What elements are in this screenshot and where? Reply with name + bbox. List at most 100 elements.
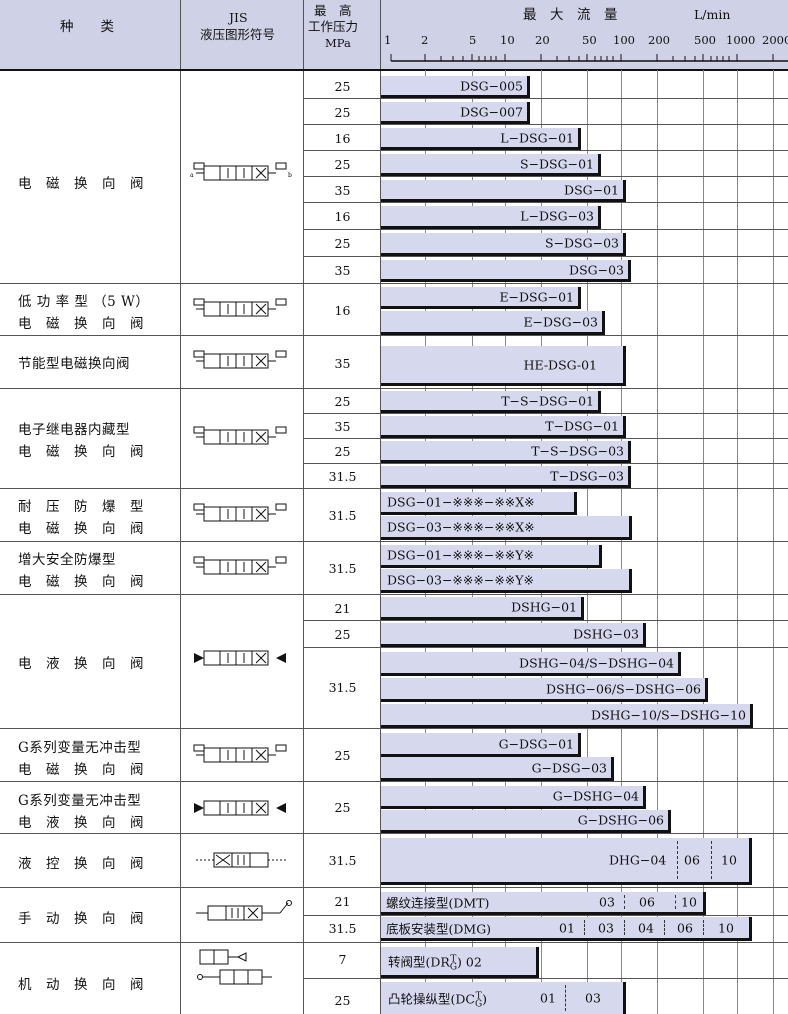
group-divider <box>0 283 788 284</box>
category-g-solenoid-2: 电 磁 换 向 阀 <box>18 762 144 778</box>
grid-line <box>472 70 473 1014</box>
grid-line <box>621 70 622 1014</box>
pressure-value: 16 <box>334 209 351 224</box>
valve-symbol-icon <box>193 556 287 575</box>
segment-divider <box>664 920 665 935</box>
flow-bar-label: E−DSG−03 <box>523 314 598 329</box>
tick-label: 100 <box>613 33 635 47</box>
flow-bar: DHG−04 06 10 <box>381 838 752 885</box>
header-max: 最 高 <box>314 3 352 18</box>
pressure-value: 35 <box>334 263 351 278</box>
manual-valve-symbol-icon <box>196 900 292 921</box>
flow-bar: L−DSG−03 <box>381 206 601 229</box>
row-divider <box>303 98 788 99</box>
group-divider <box>0 335 788 336</box>
flow-bar-label: DSG−03−※※※−※※Y※ <box>387 572 534 587</box>
segment-divider <box>624 895 625 909</box>
category-energy-saving: 节能型电磁换向阀 <box>18 356 130 372</box>
flow-bar: DSHG−01 <box>381 597 584 620</box>
segment-divider <box>584 920 585 935</box>
flow-bar-label: G−DSG−01 <box>498 736 574 751</box>
flow-bar-label: 底板安装型(DMG) <box>386 921 492 936</box>
tick-label: 20 <box>535 33 550 47</box>
flow-bar: DSG−03 <box>381 260 631 282</box>
pressure-value: 21 <box>334 601 351 616</box>
group-divider <box>0 887 788 888</box>
flow-bar: HE-DSG-01 <box>381 346 626 386</box>
row-divider <box>303 915 788 916</box>
flow-bar-label: S−DSG−01 <box>520 156 594 171</box>
tick-label: 10 <box>500 33 515 47</box>
flow-bar-segment: 10 <box>718 920 734 935</box>
row-divider <box>303 463 788 464</box>
flow-bar-label: DSG−03 <box>569 262 624 277</box>
hydraulic-pilot-symbol-icon <box>196 852 286 868</box>
flow-bar: G−DSG−03 <box>381 757 614 781</box>
pressure-value: 25 <box>334 993 351 1008</box>
row-divider <box>303 647 788 648</box>
flow-bar: G−DSG−01 <box>381 733 581 757</box>
flow-bar: E−DSG−03 <box>381 311 605 335</box>
flow-bar: DSG−01 <box>381 180 626 202</box>
flow-bar-label: DSHG−03 <box>573 626 639 641</box>
valve-symbol-icon <box>193 298 287 317</box>
flow-bar-segment: 06 <box>684 852 700 868</box>
category-safety-1: 增大安全防爆型 <box>18 552 116 568</box>
pressure-value: 25 <box>334 394 351 409</box>
pressure-value: 25 <box>334 79 351 94</box>
flow-bar-label: DSHG−04/S−DSHG−04 <box>519 655 674 670</box>
svg-text:a: a <box>190 172 194 179</box>
flow-bar-label: DSHG−06/S−DSHG−06 <box>546 681 701 696</box>
row-divider <box>303 256 788 257</box>
row-divider <box>303 620 788 621</box>
grid-line <box>505 70 506 1014</box>
flow-bar: 转阀型(DR T G) 02 <box>381 947 539 978</box>
header-unit: L/min <box>694 7 731 22</box>
flow-bar-label: DSG−03−※※※−※※X※ <box>387 519 535 534</box>
flow-bar-label: S−DSG−03 <box>545 235 619 251</box>
flow-bar-segment: 03 <box>598 920 614 935</box>
row-divider <box>303 438 788 439</box>
valve-symbol-icon <box>193 350 287 369</box>
pressure-value: 35 <box>334 356 351 371</box>
cam-valve-symbol-icon <box>197 949 272 985</box>
group-divider <box>0 488 788 489</box>
group-divider <box>0 594 788 595</box>
flow-bar-label: DSHG−01 <box>511 599 577 615</box>
flow-bar-label: DSG−007 <box>460 104 523 119</box>
valve-symbol-icon <box>193 744 287 763</box>
flow-bar: E−DSG−01 <box>381 287 581 309</box>
flow-bar-label: DSG−01−※※※−※※X※ <box>387 494 535 510</box>
svg-text:b: b <box>288 172 292 179</box>
pressure-value: 25 <box>334 105 351 120</box>
pressure-value: 25 <box>334 444 351 459</box>
group-divider <box>0 388 788 389</box>
flow-bar-label: T−S−DSG−03 <box>531 443 624 458</box>
category-g-hydraulic-2: 电 液 换 向 阀 <box>18 815 144 831</box>
tick-label: 1 <box>384 33 392 47</box>
pressure-value: 35 <box>334 183 351 198</box>
flow-bar-label: HE-DSG-01 <box>523 357 597 372</box>
flow-bar-label: T−DSG−03 <box>550 468 624 483</box>
pressure-value: 25 <box>334 236 351 251</box>
pressure-value: 7 <box>338 952 347 967</box>
category-mechanical: 机 动 换 向 阀 <box>18 977 144 993</box>
pressure-value: 16 <box>334 303 351 318</box>
grid-line <box>425 70 426 1014</box>
group-divider <box>0 781 788 782</box>
row-divider <box>303 202 788 203</box>
pressure-value: 25 <box>334 800 351 815</box>
grid-line <box>773 70 774 1014</box>
flow-bar-label: G−DSG−03 <box>531 760 607 775</box>
row-divider <box>303 413 788 414</box>
header-symbol: 液压图形符号 <box>200 27 276 42</box>
header-rule <box>0 69 788 71</box>
pressure-value: 31.5 <box>328 921 357 936</box>
flow-bar: DSG−01−※※※−※※Y※ <box>381 545 602 568</box>
pressure-value: 25 <box>334 748 351 763</box>
pressure-value: 16 <box>334 131 351 146</box>
flow-bar: L−DSG−01 <box>381 128 581 150</box>
tick-label: 500 <box>694 33 716 47</box>
grid-line <box>737 70 738 1014</box>
